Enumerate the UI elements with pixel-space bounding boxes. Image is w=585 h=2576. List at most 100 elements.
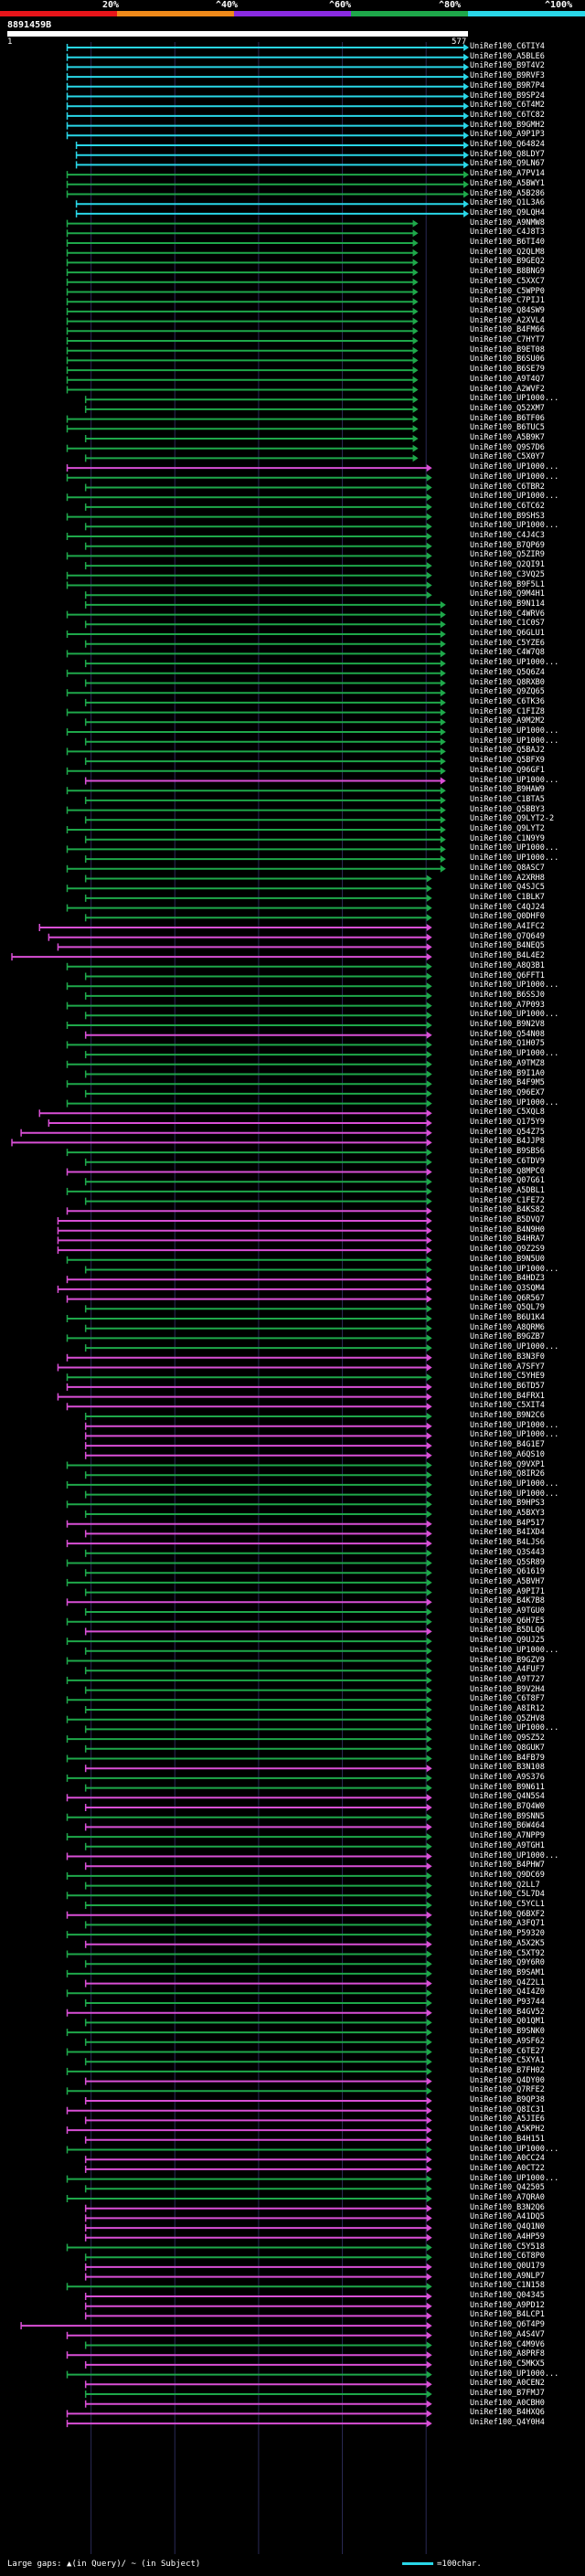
hit-label[interactable]: UniRef100_Q8ASC7	[470, 863, 545, 873]
hit-bar[interactable]	[66, 1774, 432, 1782]
hit-label[interactable]: UniRef100_C6T8P0	[470, 2252, 545, 2262]
hit-label[interactable]: UniRef100_C6T4M2	[470, 101, 545, 111]
hit-label[interactable]: UniRef100_Q42505	[470, 2183, 545, 2193]
hit-label[interactable]: UniRef100_UP1000...	[470, 462, 559, 472]
hit-label[interactable]: UniRef100_Q5BFX9	[470, 756, 545, 766]
hit-label[interactable]: UniRef100_B6U1K4	[470, 1313, 545, 1322]
hit-bar[interactable]	[66, 571, 432, 579]
hit-label[interactable]: UniRef100_Q0U179	[470, 2261, 545, 2271]
hit-bar[interactable]	[66, 2243, 432, 2252]
hit-label[interactable]: UniRef100_A4HP59	[470, 2231, 545, 2242]
hit-label[interactable]: UniRef100_Q2QLM8	[470, 247, 545, 257]
hit-label[interactable]: UniRef100_Q8IC31	[470, 2104, 545, 2115]
hit-bar[interactable]	[84, 1178, 432, 1186]
hit-bar[interactable]	[66, 1540, 432, 1548]
hit-label[interactable]: UniRef100_B4PHW7	[470, 1860, 545, 1871]
hit-label[interactable]: UniRef100_B4L4E2	[470, 951, 545, 961]
hit-label[interactable]: UniRef100_C5Y518	[470, 2242, 545, 2252]
hit-label[interactable]: UniRef100_C5X0Y7	[470, 452, 545, 462]
hit-label[interactable]: UniRef100_B4FM66	[470, 325, 545, 335]
hit-bar[interactable]	[84, 914, 432, 922]
hit-label[interactable]: UniRef100_A9M2M2	[470, 716, 545, 726]
hit-bar[interactable]	[84, 620, 446, 629]
hit-bar[interactable]	[66, 278, 419, 286]
hit-bar[interactable]	[66, 73, 469, 81]
hit-bar[interactable]	[66, 728, 446, 736]
hit-label[interactable]: UniRef100_A7P093	[470, 1000, 545, 1010]
hit-bar[interactable]	[66, 44, 469, 51]
hit-bar[interactable]	[66, 1578, 432, 1586]
hit-label[interactable]: UniRef100_C4J4C3	[470, 531, 545, 540]
hit-label[interactable]: UniRef100_B3N3F0	[470, 1352, 545, 1362]
hit-label[interactable]: UniRef100_UP1000...	[470, 1342, 559, 1352]
hit-label[interactable]: UniRef100_Q3SQM4	[470, 1283, 545, 1293]
hit-bar[interactable]	[66, 1315, 432, 1322]
hit-bar[interactable]	[66, 2420, 432, 2428]
hit-bar[interactable]	[84, 758, 446, 766]
hit-bar[interactable]	[57, 1217, 432, 1224]
hit-bar[interactable]	[84, 1979, 432, 1988]
hit-bar[interactable]	[84, 894, 432, 902]
hit-bar[interactable]	[66, 2087, 432, 2095]
hit-bar[interactable]	[66, 1813, 432, 1821]
hit-bar[interactable]	[66, 1373, 432, 1382]
hit-bar[interactable]	[84, 523, 432, 531]
hit-bar[interactable]	[66, 2126, 432, 2135]
hit-label[interactable]: UniRef100_Q2LL7	[470, 1880, 540, 1890]
hit-bar[interactable]	[84, 1765, 432, 1773]
hit-label[interactable]: UniRef100_Q9LYT2-2	[470, 814, 555, 824]
hit-bar[interactable]	[84, 679, 446, 687]
hit-bar[interactable]	[84, 875, 432, 883]
hit-bar[interactable]	[66, 1676, 432, 1684]
hit-label[interactable]: UniRef100_Q6H7E5	[470, 1616, 545, 1626]
hit-label[interactable]: UniRef100_A3FQ71	[470, 1919, 545, 1929]
hit-label[interactable]: UniRef100_A8QRM6	[470, 1322, 545, 1332]
hit-label[interactable]: UniRef100_B9T4V2	[470, 61, 545, 71]
hit-bar[interactable]	[66, 2351, 432, 2359]
hit-label[interactable]: UniRef100_Q64824	[470, 140, 545, 149]
hit-label[interactable]: UniRef100_C5XYA1	[470, 2056, 545, 2066]
hit-bar[interactable]	[84, 2204, 432, 2212]
hit-bar[interactable]	[66, 1617, 432, 1626]
hit-bar[interactable]	[84, 1686, 432, 1694]
hit-label[interactable]: UniRef100_C5XXC7	[470, 276, 545, 286]
hit-label[interactable]: UniRef100_A7QRA0	[470, 2193, 545, 2202]
hit-label[interactable]: UniRef100_A8PRF8	[470, 2349, 545, 2359]
hit-bar[interactable]	[84, 2293, 432, 2300]
hit-bar[interactable]	[57, 1393, 432, 1401]
hit-bar[interactable]	[84, 1647, 432, 1655]
hit-label[interactable]: UniRef100_UP1000...	[470, 492, 559, 502]
hit-label[interactable]: UniRef100_Q4Q1N0	[470, 2222, 545, 2232]
hit-label[interactable]: UniRef100_Q9SZ52	[470, 1733, 545, 1744]
hit-label[interactable]: UniRef100_B9N2C6	[470, 1411, 545, 1420]
hit-bar[interactable]	[66, 346, 419, 355]
hit-bar[interactable]	[66, 298, 419, 306]
hit-label[interactable]: UniRef100_A7PV14	[470, 169, 545, 179]
hit-bar[interactable]	[66, 473, 432, 482]
hit-bar[interactable]	[66, 386, 419, 394]
hit-bar[interactable]	[66, 513, 432, 521]
hit-bar[interactable]	[66, 269, 419, 277]
hit-bar[interactable]	[66, 102, 469, 111]
hit-label[interactable]: UniRef100_C1BLK7	[470, 892, 545, 902]
hit-label[interactable]: UniRef100_Q8RXB0	[470, 677, 545, 687]
hit-bar[interactable]	[84, 2312, 432, 2320]
hit-bar[interactable]	[66, 2146, 432, 2154]
hit-bar[interactable]	[66, 689, 446, 697]
hit-label[interactable]: UniRef100_B4GV52	[470, 2007, 545, 2017]
hit-bar[interactable]	[66, 845, 446, 853]
hit-bar[interactable]	[84, 2156, 432, 2164]
hit-bar[interactable]	[66, 180, 469, 188]
hit-label[interactable]: UniRef100_B9N114	[470, 599, 545, 609]
hit-bar[interactable]	[84, 640, 446, 648]
hit-label[interactable]: UniRef100_Q3S443	[470, 1547, 545, 1557]
hit-bar[interactable]	[84, 777, 446, 785]
hit-bar[interactable]	[84, 1960, 432, 1968]
hit-bar[interactable]	[84, 796, 446, 804]
hit-label[interactable]: UniRef100_UP1000...	[470, 472, 559, 482]
hit-label[interactable]: UniRef100_Q1H075	[470, 1039, 545, 1049]
hit-label[interactable]: UniRef100_Q2QI91	[470, 560, 545, 570]
hit-label[interactable]: UniRef100_UP1000...	[470, 853, 559, 864]
hit-label[interactable]: UniRef100_B6SU06	[470, 355, 545, 365]
hit-label[interactable]: UniRef100_B9ET08	[470, 345, 545, 355]
